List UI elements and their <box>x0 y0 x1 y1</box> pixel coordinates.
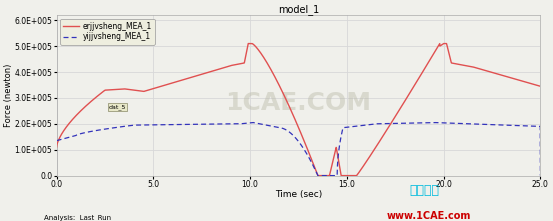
yijjvsheng_MEA_1 <box>53 139 60 142</box>
Text: 1CAE.COM: 1CAE.COM <box>226 91 372 115</box>
erjjvsheng_MEA_1 <box>528 82 535 85</box>
erjjvsheng_MEA_1 <box>260 55 267 58</box>
yijjvsheng_MEA_1 <box>137 124 144 126</box>
X-axis label: Time (sec): Time (sec) <box>275 190 322 199</box>
Title: model_1: model_1 <box>278 4 319 15</box>
erjjvsheng_MEA_1 <box>476 67 482 70</box>
erjjvsheng_MEA_1 <box>537 85 544 88</box>
yijjvsheng_MEA_1 <box>537 174 544 177</box>
erjjvsheng_MEA_1 <box>245 42 252 45</box>
yijjvsheng_MEA_1 <box>476 123 482 126</box>
Text: 仿真在线: 仿真在线 <box>409 185 439 198</box>
Text: www.1CAE.com: www.1CAE.com <box>387 211 472 221</box>
yijjvsheng_MEA_1 <box>108 127 115 130</box>
yijjvsheng_MEA_1 <box>528 125 535 127</box>
yijjvsheng_MEA_1 <box>260 123 267 126</box>
erjjvsheng_MEA_1 <box>108 88 115 91</box>
yijjvsheng_MEA_1 <box>239 122 246 125</box>
Y-axis label: Force (newton): Force (newton) <box>4 64 13 127</box>
yijjvsheng_MEA_1 <box>315 174 321 177</box>
Line: yijjvsheng_MEA_1: yijjvsheng_MEA_1 <box>56 122 540 176</box>
erjjvsheng_MEA_1 <box>53 146 60 149</box>
erjjvsheng_MEA_1 <box>239 62 246 65</box>
Text: dat_5: dat_5 <box>109 104 126 110</box>
Text: Analysis:  Last_Run: Analysis: Last_Run <box>44 214 111 221</box>
Legend: erjjvsheng_MEA_1, yijjvsheng_MEA_1: erjjvsheng_MEA_1, yijjvsheng_MEA_1 <box>60 19 155 44</box>
yijjvsheng_MEA_1 <box>431 121 437 124</box>
Line: erjjvsheng_MEA_1: erjjvsheng_MEA_1 <box>56 44 540 176</box>
erjjvsheng_MEA_1 <box>315 174 321 177</box>
erjjvsheng_MEA_1 <box>137 90 144 92</box>
